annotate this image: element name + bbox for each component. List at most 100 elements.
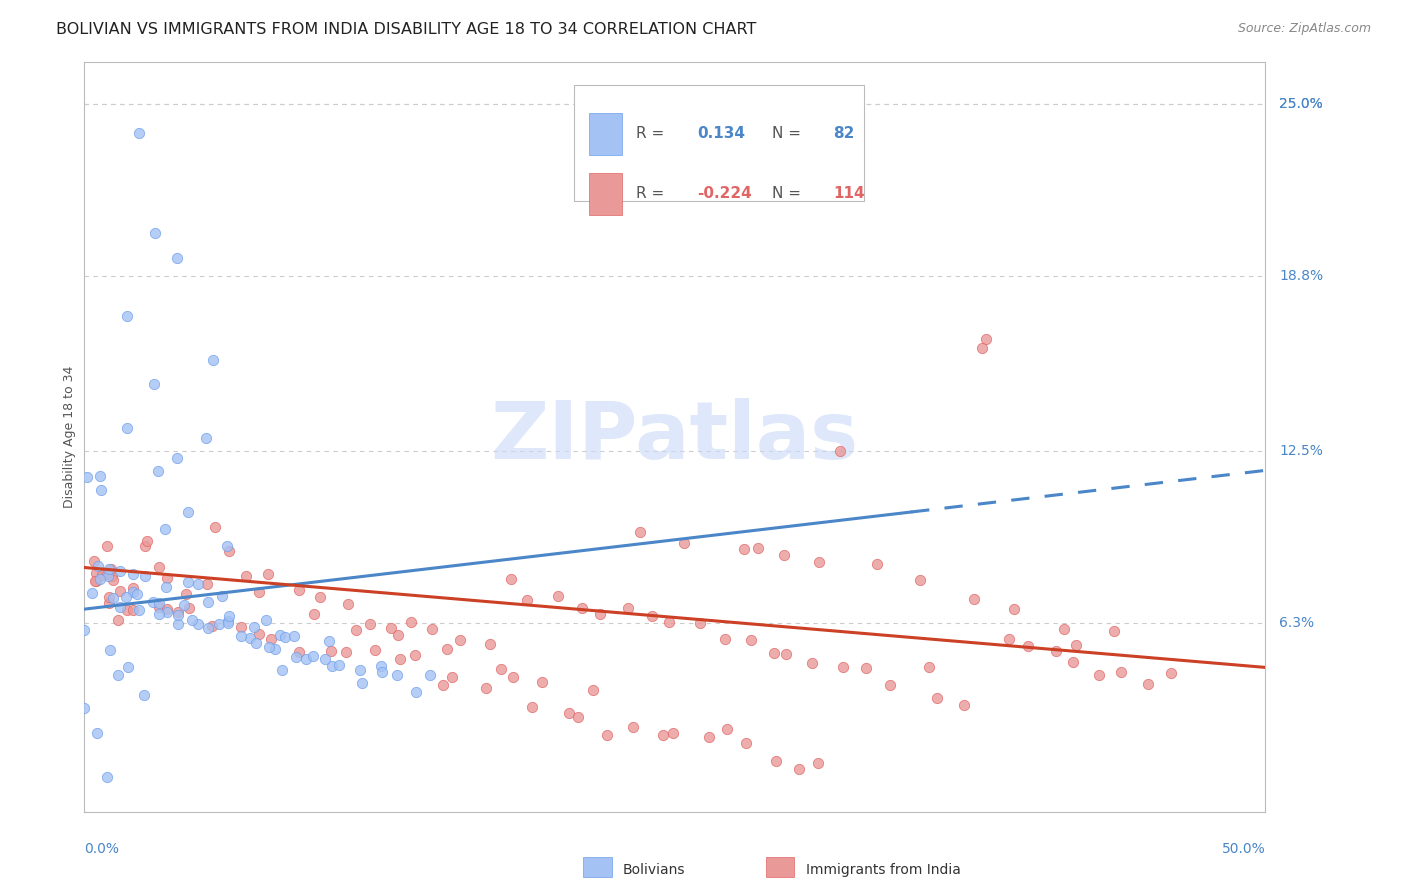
Point — [181, 613, 204, 627]
Text: Immigrants from India: Immigrants from India — [806, 863, 960, 877]
Point — [96, 566, 118, 581]
Point — [359, 617, 381, 632]
Point — [108, 564, 131, 578]
Point — [273, 631, 295, 645]
Text: 25.0%: 25.0% — [1279, 97, 1323, 112]
Point — [83, 554, 105, 568]
Point — [1017, 639, 1039, 653]
Point — [247, 584, 270, 599]
Point — [156, 605, 179, 619]
Point — [288, 582, 311, 597]
Point — [73, 623, 96, 637]
Point — [115, 591, 138, 605]
Text: R =: R = — [636, 127, 669, 142]
Point — [370, 659, 392, 673]
Text: -0.224: -0.224 — [697, 186, 752, 202]
Point — [217, 539, 239, 553]
Point — [363, 642, 385, 657]
Point — [148, 596, 170, 610]
Y-axis label: Disability Age 18 to 34: Disability Age 18 to 34 — [63, 366, 76, 508]
Point — [257, 566, 280, 581]
Point — [239, 631, 262, 645]
Point — [689, 616, 711, 631]
Point — [177, 575, 200, 590]
Point — [125, 587, 148, 601]
Point — [830, 444, 852, 458]
FancyBboxPatch shape — [575, 85, 863, 201]
Point — [229, 620, 252, 634]
Point — [976, 332, 998, 346]
Point — [530, 675, 553, 690]
Point — [807, 756, 830, 771]
Point — [117, 420, 139, 434]
Point — [775, 647, 797, 661]
Point — [211, 589, 233, 603]
Point — [1053, 622, 1076, 636]
Point — [662, 725, 685, 739]
Point — [952, 698, 974, 713]
Point — [918, 659, 941, 673]
Point — [76, 470, 98, 484]
Point — [89, 572, 111, 586]
Point — [349, 664, 371, 678]
Text: N =: N = — [772, 127, 806, 142]
Point — [264, 641, 287, 656]
Point — [96, 770, 118, 784]
Point — [595, 728, 617, 742]
Point — [148, 600, 170, 615]
Point — [148, 560, 170, 574]
Point — [284, 649, 307, 664]
Point — [87, 558, 110, 573]
Text: 6.3%: 6.3% — [1279, 616, 1315, 630]
Point — [166, 617, 188, 632]
Point — [420, 622, 443, 636]
Point — [197, 595, 219, 609]
Point — [787, 762, 810, 776]
Point — [1088, 668, 1111, 682]
Point — [91, 567, 114, 582]
Point — [1102, 624, 1125, 639]
Text: 82: 82 — [834, 127, 855, 142]
Point — [879, 678, 901, 692]
Point — [143, 377, 166, 392]
Text: 0.0%: 0.0% — [84, 842, 120, 856]
Point — [142, 595, 165, 609]
Text: 25.0%: 25.0% — [1279, 97, 1323, 112]
Point — [115, 310, 138, 324]
Point — [763, 646, 786, 660]
Point — [672, 536, 695, 550]
Point — [908, 573, 931, 587]
Point — [108, 583, 131, 598]
Text: N =: N = — [772, 186, 806, 202]
Point — [1066, 638, 1088, 652]
Point — [166, 605, 188, 619]
Point — [155, 601, 177, 615]
Point — [101, 569, 124, 583]
Point — [1111, 665, 1133, 680]
Point — [628, 525, 651, 540]
Point — [963, 592, 986, 607]
Point — [405, 684, 427, 698]
Point — [242, 620, 264, 634]
Point — [100, 562, 122, 576]
Point — [187, 577, 209, 591]
Point — [582, 683, 605, 698]
Point — [302, 607, 325, 621]
Point — [617, 601, 640, 615]
Point — [166, 451, 188, 466]
Point — [98, 596, 121, 610]
Text: 50.0%: 50.0% — [1222, 842, 1265, 856]
Point — [558, 706, 581, 721]
Point — [195, 577, 218, 591]
Point — [589, 607, 612, 621]
Point — [89, 469, 111, 483]
Point — [773, 549, 796, 563]
Point — [167, 608, 190, 623]
Point — [247, 627, 270, 641]
Point — [308, 590, 330, 604]
Point — [257, 640, 280, 655]
Point — [97, 569, 120, 583]
Point — [344, 623, 367, 637]
Point — [146, 464, 169, 478]
Point — [385, 667, 408, 681]
